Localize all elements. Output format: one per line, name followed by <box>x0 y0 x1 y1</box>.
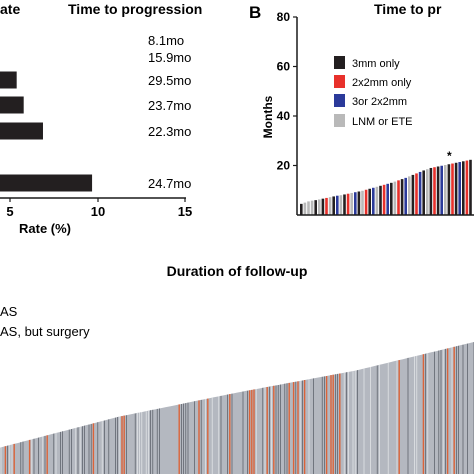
panel-a-tick-label-15: 15 <box>178 204 192 219</box>
panel-a-time-label-2: 29.5mo <box>148 73 191 88</box>
panel-b-bar-37 <box>433 167 436 215</box>
panel-b-bar-2 <box>307 201 310 215</box>
panel-a-time-label-5: 24.7mo <box>148 176 191 191</box>
panel-b-bar-35 <box>426 169 429 215</box>
panel-b-bar-0 <box>300 203 303 215</box>
panel-b-bar-22 <box>379 185 382 215</box>
panel-b-letter-box <box>246 0 267 22</box>
panel-b-bar-47 <box>469 159 472 215</box>
panel-b-bar-5 <box>318 199 321 215</box>
panel-b-bar-10 <box>336 195 339 215</box>
panel-b-bar-34 <box>422 170 425 215</box>
panel-a-time-header: Time to progression <box>68 1 202 17</box>
panel-b-bar-39 <box>440 165 443 215</box>
panel-b-bar-20 <box>372 187 375 215</box>
panel-b-asterisk: * <box>447 149 452 163</box>
panel-a-time-label-4: 22.3mo <box>148 124 191 139</box>
panel-b-tick-label-40: 40 <box>277 109 291 123</box>
panel-b-bar-40 <box>444 165 447 215</box>
panel-b-bar-9 <box>332 196 335 215</box>
panel-b-bar-43 <box>454 162 458 215</box>
panel-b-bar-11 <box>339 195 343 215</box>
panel-b-bar-42 <box>451 163 454 215</box>
panel-b-bar-19 <box>368 188 371 215</box>
panel-b-tick-label-20: 20 <box>277 159 291 173</box>
panel-b-bar-6 <box>321 198 325 215</box>
panel-c: Duration of follow-up AS AS, but surgery <box>0 263 474 474</box>
panel-c-bars <box>0 342 474 474</box>
panel-b-bar-3 <box>310 200 314 215</box>
panel-b-tick-label-60: 60 <box>277 60 291 74</box>
panel-a-bar-2 <box>0 71 17 89</box>
panel-b-bar-17 <box>361 190 364 215</box>
panel-b-letter: B <box>249 3 261 22</box>
panel-b-bar-8 <box>328 197 332 215</box>
panel-b-bar-21 <box>375 186 379 215</box>
panel-a-time-label-3: 23.7mo <box>148 98 191 113</box>
panel-c-title: Duration of follow-up <box>167 263 308 279</box>
panel-b-bar-14 <box>350 192 353 215</box>
panel-b-y-label: Months <box>261 95 275 138</box>
panel-b-legend-swatch-2 <box>334 94 345 107</box>
panel-b-bars <box>300 159 472 215</box>
panel-a-bar-4 <box>0 122 43 140</box>
panel-a-bar-3 <box>0 96 24 114</box>
panel-a-tick-label-5: 5 <box>6 204 13 219</box>
panel-b-bar-41 <box>447 164 451 215</box>
panel-b-bar-30 <box>408 176 411 215</box>
panel-b-bar-27 <box>397 180 400 215</box>
panel-b-legend-label-0: 3mm only <box>352 58 400 70</box>
panel-b-legend-swatch-3 <box>334 114 345 127</box>
panel-b: B Time to pr Months 80 60 40 20 * 3mm only 2… <box>246 0 474 216</box>
panel-b-bar-29 <box>404 177 407 215</box>
panel-b-bar-15 <box>354 192 357 215</box>
panel-b-bar-13 <box>346 193 350 215</box>
panel-b-bar-31 <box>411 174 415 215</box>
panel-a-time-labels: 8.1mo 15.9mo 29.5mo 23.7mo 22.3mo 24.7mo <box>148 33 191 191</box>
panel-a-bars <box>0 71 93 192</box>
panel-b-bar-26 <box>393 181 397 215</box>
panel-a-time-label-0: 8.1mo <box>148 33 184 48</box>
panel-b-bar-25 <box>390 182 393 215</box>
panel-b-bar-36 <box>429 167 433 215</box>
panel-b-tick-label-80: 80 <box>277 10 291 24</box>
panel-a-header-partial: ate <box>0 1 20 17</box>
panel-a: ate Time to progression 8.1mo 15.9mo 29.5m… <box>0 1 202 236</box>
panel-b-bar-7 <box>325 197 328 215</box>
panel-b-bar-18 <box>364 189 368 215</box>
panel-b-bar-46 <box>465 160 469 215</box>
panel-b-bar-28 <box>400 179 404 215</box>
panel-a-x-label: Rate (%) <box>19 221 71 236</box>
panel-b-bar-32 <box>415 173 418 215</box>
panel-a-time-label-1: 15.9mo <box>148 50 191 65</box>
panel-b-bar-23 <box>382 184 386 215</box>
panel-b-legend-label-1: 2x2mm only <box>352 77 412 89</box>
panel-c-legend-as: AS <box>0 304 18 319</box>
panel-b-bar-33 <box>418 171 422 215</box>
panel-a-bar-5 <box>0 174 93 192</box>
panel-b-legend-swatch-0 <box>334 56 345 69</box>
panel-b-bar-4 <box>314 200 317 215</box>
panel-b-y-ticks: 80 60 40 20 <box>277 10 297 173</box>
panel-b-legend-label-2: 3or 2x2mm <box>352 96 407 108</box>
panel-c-legend-as-surgery: AS, but surgery <box>0 324 90 339</box>
panel-b-legend: 3mm only 2x2mm only 3or 2x2mm LNM or ETE <box>334 56 413 128</box>
panel-b-bar-45 <box>462 161 465 215</box>
panel-b-legend-label-3: LNM or ETE <box>352 116 413 128</box>
panel-b-title-partial: Time to pr <box>374 1 442 17</box>
panel-b-bar-16 <box>357 191 361 215</box>
panel-a-tick-label-10: 10 <box>91 204 105 219</box>
panel-b-bar-1 <box>303 202 307 215</box>
panel-b-bar-12 <box>343 194 346 215</box>
panel-b-bar-24 <box>386 183 389 215</box>
panel-b-bar-44 <box>458 162 461 215</box>
panel-b-legend-swatch-1 <box>334 75 345 88</box>
panel-b-bar-38 <box>436 166 440 215</box>
